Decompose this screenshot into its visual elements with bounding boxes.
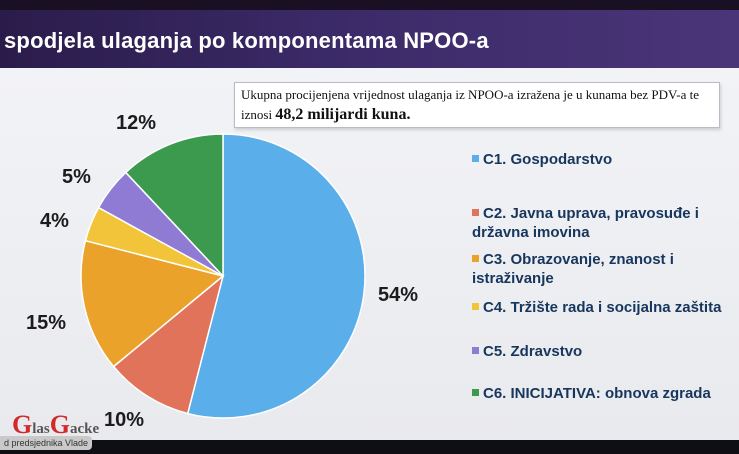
pct-label-c5: 5% xyxy=(62,166,91,188)
legend-item-c3: C3. Obrazovanje, znanost i istraživanje xyxy=(472,250,702,288)
legend-swatch-c2 xyxy=(472,208,479,216)
legend-item-c5: C5. Zdravstvo xyxy=(472,342,732,361)
legend-item-c2: C2. Javna uprava, pravosuđe i državna im… xyxy=(472,204,722,242)
logo-letter-1: G xyxy=(12,410,33,439)
legend-label-c5: C5. Zdravstvo xyxy=(483,343,583,360)
pie-slice-c3 xyxy=(80,239,225,368)
pct-label-c1: 54% xyxy=(378,284,419,306)
pct-label-c6: 12% xyxy=(116,112,157,134)
top-strip xyxy=(0,0,739,10)
legend-label-c2: C2. Javna uprava, pravosuđe i državna im… xyxy=(472,205,699,241)
pct-label-c4: 4% xyxy=(40,210,69,232)
pie-slice-c6 xyxy=(124,133,224,278)
logo-text-2: acke xyxy=(69,421,100,437)
legend-swatch-c3 xyxy=(472,254,479,262)
legend-label-c6: C6. INICIJATIVA: obnova zgrada xyxy=(483,385,711,402)
legend-swatch-c1 xyxy=(472,154,479,162)
legend-swatch-c4 xyxy=(472,302,479,310)
legend-item-c6: C6. INICIJATIVA: obnova zgrada xyxy=(472,384,732,403)
legend-item-c1: C1. Gospodarstvo xyxy=(472,150,732,169)
legend-label-c4: C4. Tržište rada i socijalna zaštita xyxy=(483,299,722,316)
note-line1: Ukupna procijenjena vrijednost ulaganja … xyxy=(241,87,699,102)
pie-slice-c2 xyxy=(112,273,225,415)
video-caption-tab: d predsjednika Vlade xyxy=(0,436,93,450)
pie-slice-c1 xyxy=(186,133,366,419)
pct-label-c2: 10% xyxy=(104,409,145,431)
legend-swatch-c6 xyxy=(472,388,479,396)
total-value-note: Ukupna procijenjena vrijednost ulaganja … xyxy=(234,82,720,128)
legend-item-c4: C4. Tržište rada i socijalna zaštita xyxy=(472,298,732,317)
note-line2-prefix: iznosi xyxy=(241,107,276,122)
legend-label-c3: C3. Obrazovanje, znanost i istraživanje xyxy=(472,251,674,287)
legend-label-c1: C1. Gospodarstvo xyxy=(483,151,613,168)
logo-letter-2: G xyxy=(49,410,70,439)
legend-swatch-c5 xyxy=(472,346,479,354)
logo-text-1: las xyxy=(32,421,50,437)
glasgacke-logo: GlasGacke xyxy=(12,410,99,440)
slide-title: spodjela ulaganja po komponentama NPOO-a xyxy=(4,28,489,53)
note-total-highlight: 48,2 milijardi kuna. xyxy=(275,106,411,123)
title-bar: spodjela ulaganja po komponentama NPOO-a xyxy=(0,0,739,68)
pct-label-c3: 15% xyxy=(26,312,67,334)
